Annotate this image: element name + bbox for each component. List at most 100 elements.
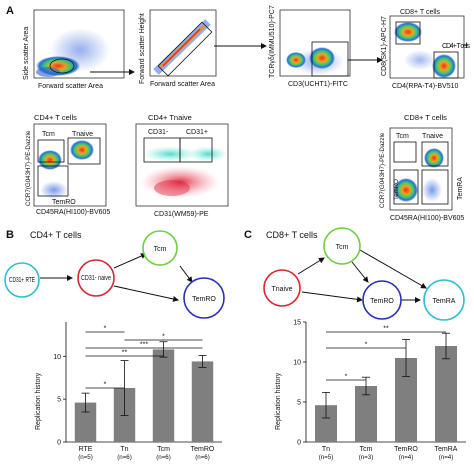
chart-b-significance-mark: ** — [122, 350, 128, 357]
chart-c-category-label: TemRA — [435, 446, 458, 453]
node-cd8-tcm — [323, 227, 361, 265]
node-cd8-temra — [423, 279, 465, 321]
chart-c-bar — [395, 358, 417, 442]
chart-c-y-tick-label: 15 — [293, 320, 301, 327]
flow-plot-cd4-cd8: CD8+ T cells CD4+ T cells CD4(RPA-T4)-BV… — [381, 9, 471, 90]
node-cd31neg-naive — [77, 259, 115, 297]
chart-b-bar — [74, 402, 97, 442]
plot7-title: CD8+ T cells — [404, 113, 447, 122]
chart-c-category-n: (n=5) — [319, 454, 334, 461]
chart-c-y-tick-label: 0 — [297, 440, 301, 447]
gate-cd8-label: CD8+ T cells — [400, 9, 441, 16]
flow-plot-cd3-tcrgd: CD3(UCHT1)-FITC TCRγδ(IMMU510)-PC7 — [269, 5, 351, 88]
chart-c-significance-mark: * — [345, 374, 348, 381]
chart-c-bar — [435, 346, 457, 442]
plot5-title: CD4+ T cells — [34, 113, 77, 122]
chart-b-bar — [152, 349, 175, 442]
chart-b-category-n: (n=5) — [78, 454, 93, 461]
chart-c-y-tick-label: 10 — [293, 360, 301, 367]
panel-c-title: CD8+ T cells — [266, 230, 318, 240]
panel-c-letter: C — [244, 229, 252, 241]
chart-b-category-n: (n=6) — [195, 454, 210, 461]
chart-c-category-n: (n=4) — [399, 454, 414, 461]
plot3-ylabel: TCRγδ(IMMU510)-PC7 — [269, 5, 276, 78]
plot7-xlabel: CD45RA(HI100)-BV605 — [390, 215, 464, 222]
plot4-xlabel: CD4(RPA-T4)-BV510 — [392, 83, 458, 90]
plot2-xlabel: Forward scatter Area — [150, 81, 215, 88]
node-cd8-temro-label: TemRO — [370, 298, 394, 305]
node-cd31neg-label: CD31- naive — [81, 275, 111, 282]
node-rte — [4, 262, 40, 298]
chart-c-significance-mark: * — [365, 342, 368, 349]
plot1-ylabel: Side scatter Area — [23, 27, 30, 80]
node-cd4-temro — [183, 277, 225, 319]
chart-c-category-label: TemRO — [394, 446, 418, 453]
cd4-replication-chart: Replication history 0510RTE(n=5)Tn(n=6)T… — [35, 322, 222, 461]
chart-c-category-label: Tn — [322, 446, 330, 453]
plot5-xlabel: CD45RA(HI100)-BV605 — [36, 209, 110, 216]
chart-c-y-tick-label: 5 — [297, 400, 301, 407]
gate-tcm-label: Tcm — [42, 131, 55, 138]
chart-b-category-label: Tn — [120, 446, 128, 453]
plot6-title: CD4+ Tnaive — [148, 113, 192, 122]
panel-a-letter: A — [6, 5, 14, 17]
gate-cd31neg-label: CD31- — [148, 129, 169, 136]
chart-b-significance-mark: * — [104, 326, 107, 333]
chart-b-y-tick-label: 5 — [57, 397, 61, 404]
plot1-xlabel: Forward scatter Area — [38, 83, 103, 90]
plot4-ylabel: CD8(SK1)-APC-H7 — [381, 16, 388, 76]
node-cd8-tnaive-label: Tnaive — [271, 286, 292, 293]
chart-c-category-n: (n=4) — [439, 454, 454, 461]
panel-b-letter: B — [6, 229, 14, 241]
cd4-lineage-diagram: CD31+ RTE CD31- naive Tcm TemRO — [4, 230, 225, 319]
plot6-xlabel: CD31(WM59)-PE — [154, 211, 209, 218]
node-cd4-temro-label: TemRO — [192, 296, 216, 303]
chart-b-y-tick-label: 0 — [57, 440, 61, 447]
flow-plot-cd31: CD4+ Tnaive CD31- CD31+ CD31(WM59)-PE — [135, 113, 229, 218]
chart-c-bar — [355, 386, 377, 442]
chart-b-category-label: RTE — [79, 446, 93, 453]
node-cd8-temro — [362, 280, 402, 320]
node-cd8-temra-label: TemRA — [433, 298, 456, 305]
gate-tnaive-label: Tnaive — [72, 131, 93, 138]
node-cd4-tcm — [142, 230, 178, 266]
chart-b-category-n: (n=6) — [156, 454, 171, 461]
gate-cd31pos-label: CD31+ — [186, 129, 208, 136]
chart-b-category-label: TemRO — [191, 446, 215, 453]
chart-b-ylabel: Replication history — [35, 372, 42, 430]
plot2-ylabel: Forward scatter Height — [139, 13, 146, 84]
cd8-replication-chart: Replication history 0 5 10 15 Tn(n=5) Tcm(n=3… — [275, 320, 466, 461]
chart-c-category-n: (n=3) — [359, 454, 374, 461]
gate-cd8-temro-label: TemRO — [393, 179, 400, 200]
node-cd4-tcm-label: Tcm — [154, 246, 167, 253]
plot7-ylabel: CCR7(G043H7)-PE-Dazzle — [379, 132, 386, 208]
panel-b-title: CD4+ T cells — [30, 230, 82, 240]
node-rte-label: CD31+ RTE — [9, 277, 35, 284]
chart-b-category-n: (n=6) — [117, 454, 132, 461]
plot3-xlabel: CD3(UCHT1)-FITC — [288, 81, 348, 88]
chart-b-significance-mark: *** — [140, 342, 148, 349]
chart-b-bar — [191, 361, 214, 442]
flow-plot-cd8-subsets: CD8+ T cells Tcm Tnaive TemRO TemRA CD45… — [379, 113, 464, 222]
node-cd8-tnaive — [263, 269, 301, 307]
chart-c-category-label: Tcm — [360, 446, 373, 453]
flow-plot-cd4-subsets: CD4+ T cells Tcm Tnaive TemRO CD45RA(HI1… — [25, 113, 110, 216]
gate-cd8-tcm-label: Tcm — [396, 133, 409, 140]
flow-plot-fsc-height: Forward scatter Area Forward scatter Hei… — [139, 9, 217, 88]
chart-b-significance-mark: * — [104, 382, 107, 389]
gate-cd8-tnaive-label: Tnaive — [422, 133, 443, 140]
chart-c-significance-mark: ** — [383, 326, 389, 333]
chart-b-y-tick-label: 10 — [53, 354, 61, 361]
gate-cd4-label: CD4+ T cells — [442, 43, 471, 50]
gate-temro-label: TemRO — [52, 199, 76, 206]
chart-c-bar — [315, 405, 337, 442]
gate-cd8-temra-label: TemRA — [457, 177, 464, 200]
plot5-ylabel: CCR7(G043H7)-PE-Dazzle — [25, 130, 32, 206]
chart-b-category-label: Tcm — [157, 446, 170, 453]
cd8-lineage-diagram: Tnaive Tcm TemRO TemRA — [263, 227, 465, 321]
node-cd8-tcm-label: Tcm — [336, 244, 349, 251]
chart-c-ylabel: Replication history — [275, 372, 282, 430]
chart-b-significance-mark: * — [162, 334, 165, 341]
flow-plot-fsc-ssc: Forward scatter Area Side scatter Area — [23, 9, 125, 90]
